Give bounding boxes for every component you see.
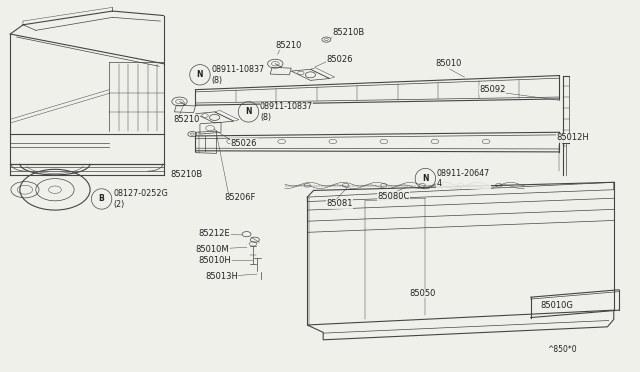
Text: 08911-10837
(8): 08911-10837 (8) — [211, 65, 264, 84]
Text: 85013H: 85013H — [205, 272, 238, 281]
Text: 85210: 85210 — [275, 41, 301, 50]
Polygon shape — [307, 182, 614, 202]
Text: 85092: 85092 — [479, 85, 506, 94]
Text: 85010G: 85010G — [540, 301, 573, 310]
Text: 08911-20647
4: 08911-20647 4 — [437, 169, 490, 188]
Text: N: N — [196, 70, 203, 79]
Text: 85012H: 85012H — [556, 133, 589, 142]
Text: N: N — [245, 108, 252, 116]
Text: ^850*0: ^850*0 — [547, 345, 577, 354]
Text: 85010M: 85010M — [195, 244, 229, 253]
Text: 85212E: 85212E — [198, 229, 230, 238]
Text: 85050: 85050 — [410, 289, 436, 298]
Text: 85206F: 85206F — [224, 193, 255, 202]
Text: N: N — [422, 174, 429, 183]
Text: 08911-10837
(8): 08911-10837 (8) — [260, 102, 313, 122]
Text: B: B — [99, 195, 104, 203]
Text: 85081: 85081 — [326, 199, 353, 208]
Text: 08127-0252G
(2): 08127-0252G (2) — [113, 189, 168, 209]
Text: 85210B: 85210B — [333, 28, 365, 37]
Text: 85026: 85026 — [230, 139, 257, 148]
Text: 85210: 85210 — [173, 115, 200, 124]
Text: 85026: 85026 — [326, 55, 353, 64]
Text: 85210B: 85210B — [170, 170, 202, 179]
Text: 85010: 85010 — [435, 59, 461, 68]
Text: 85010H: 85010H — [198, 256, 232, 264]
Text: 85080C: 85080C — [378, 192, 410, 201]
